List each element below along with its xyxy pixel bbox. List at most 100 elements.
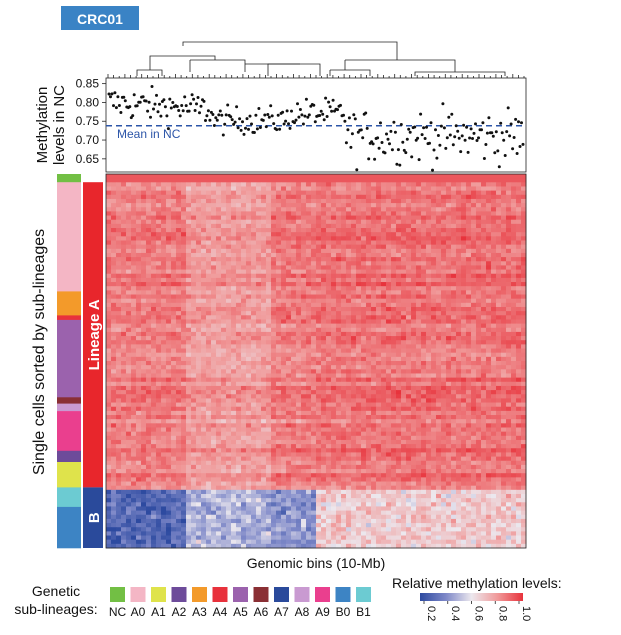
heatmap-cell: [336, 306, 342, 312]
heatmap-cell: [451, 207, 457, 212]
data-point: [407, 127, 411, 131]
heatmap-cell: [426, 294, 432, 300]
heatmap-cell: [336, 215, 342, 221]
heatmap-cell: [146, 348, 152, 354]
heatmap-cell: [196, 390, 202, 395]
heatmap-cell: [201, 352, 207, 358]
data-point: [361, 136, 365, 140]
heatmap-cell: [166, 240, 172, 246]
heatmap-cell: [411, 369, 417, 374]
heatmap-cell: [471, 373, 477, 379]
heatmap-cell: [511, 265, 517, 270]
data-point: [484, 143, 488, 146]
heatmap-cell: [121, 215, 127, 221]
heatmap-cell: [296, 228, 302, 233]
heatmap-cell: [261, 240, 267, 246]
heatmap-cell: [391, 261, 397, 266]
heatmap-cell: [486, 257, 492, 262]
heatmap-cell: [461, 215, 467, 221]
heatmap-cell: [461, 369, 467, 374]
heatmap-cell: [196, 381, 202, 387]
heatmap-cell: [471, 352, 477, 358]
heatmap-cell: [231, 190, 237, 196]
heatmap-cell: [496, 348, 502, 354]
heatmap-cell: [161, 365, 167, 370]
heatmap-cell: [296, 323, 302, 329]
heatmap-cell: [261, 311, 267, 316]
heatmap-cell: [276, 215, 282, 221]
heatmap-cell: [251, 286, 257, 291]
heatmap-cell: [461, 178, 467, 183]
heatmap-cell: [216, 194, 222, 200]
heatmap-cell: [486, 394, 492, 399]
heatmap-cell: [466, 340, 472, 345]
heatmap-cell: [146, 327, 152, 333]
data-point: [241, 120, 244, 124]
heatmap-cell: [466, 336, 472, 341]
heatmap-cell: [266, 344, 272, 349]
data-point: [365, 126, 369, 130]
heatmap-cell: [326, 294, 332, 300]
heatmap-cell: [161, 331, 167, 337]
heatmap-cell: [161, 277, 167, 283]
heatmap-cell: [266, 240, 272, 246]
heatmap-cell: [251, 240, 257, 246]
heatmap-cell: [156, 182, 162, 187]
heatmap-cell: [316, 248, 322, 254]
heatmap-cell: [146, 261, 152, 266]
heatmap-cell: [151, 207, 157, 212]
heatmap-cell: [216, 244, 222, 250]
heatmap-cell: [241, 340, 247, 345]
heatmap-cell: [196, 331, 202, 337]
heatmap-cell: [371, 327, 377, 333]
heatmap-cell: [336, 282, 342, 287]
heatmap-cell: [426, 190, 432, 196]
heatmap-cell: [191, 207, 197, 212]
heatmap-cell: [336, 331, 342, 337]
heatmap-cell: [421, 390, 427, 395]
heatmap-cell: [431, 398, 437, 403]
heatmap-cell: [111, 265, 117, 270]
heatmap-cell: [106, 394, 112, 399]
heatmap-cell: [321, 248, 327, 254]
heatmap-cell: [521, 219, 527, 225]
heatmap-cell: [451, 331, 457, 337]
heatmap-cell: [511, 385, 517, 391]
data-point: [379, 121, 382, 125]
heatmap-cell: [301, 331, 307, 337]
heatmap-cell: [286, 361, 292, 366]
heatmap-cell: [471, 236, 477, 241]
heatmap-cell: [106, 340, 112, 345]
heatmap-cell: [321, 369, 327, 374]
heatmap-cell: [486, 261, 492, 266]
heatmap-cell: [201, 381, 207, 387]
heatmap-cell: [281, 211, 287, 216]
heatmap-cell: [286, 319, 292, 324]
heatmap-cell: [266, 228, 272, 233]
heatmap-cell: [521, 257, 527, 262]
heatmap-cell: [121, 248, 127, 254]
heatmap-cell: [161, 381, 167, 387]
heatmap-cell: [446, 327, 452, 333]
heatmap-cell: [216, 294, 222, 300]
heatmap-cell: [261, 315, 267, 320]
heatmap-cell: [261, 290, 267, 295]
heatmap-cell: [511, 174, 517, 179]
heatmap-cell: [256, 174, 262, 179]
heatmap-cell: [336, 174, 342, 179]
heatmap-cell: [521, 194, 527, 200]
heatmap-cell: [506, 356, 512, 362]
heatmap-cell: [136, 352, 142, 358]
heatmap-cell: [276, 323, 282, 329]
heatmap-cell: [501, 286, 507, 291]
heatmap-cell: [491, 178, 497, 183]
heatmap-cell: [391, 211, 397, 216]
heatmap-cell: [371, 236, 377, 241]
heatmap-cell: [241, 215, 247, 221]
heatmap-cell: [411, 331, 417, 337]
heatmap-cell: [406, 236, 412, 241]
heatmap-cell: [521, 282, 527, 287]
heatmap-cell: [446, 365, 452, 370]
heatmap-cell: [171, 298, 177, 304]
heatmap-cell: [506, 315, 512, 320]
